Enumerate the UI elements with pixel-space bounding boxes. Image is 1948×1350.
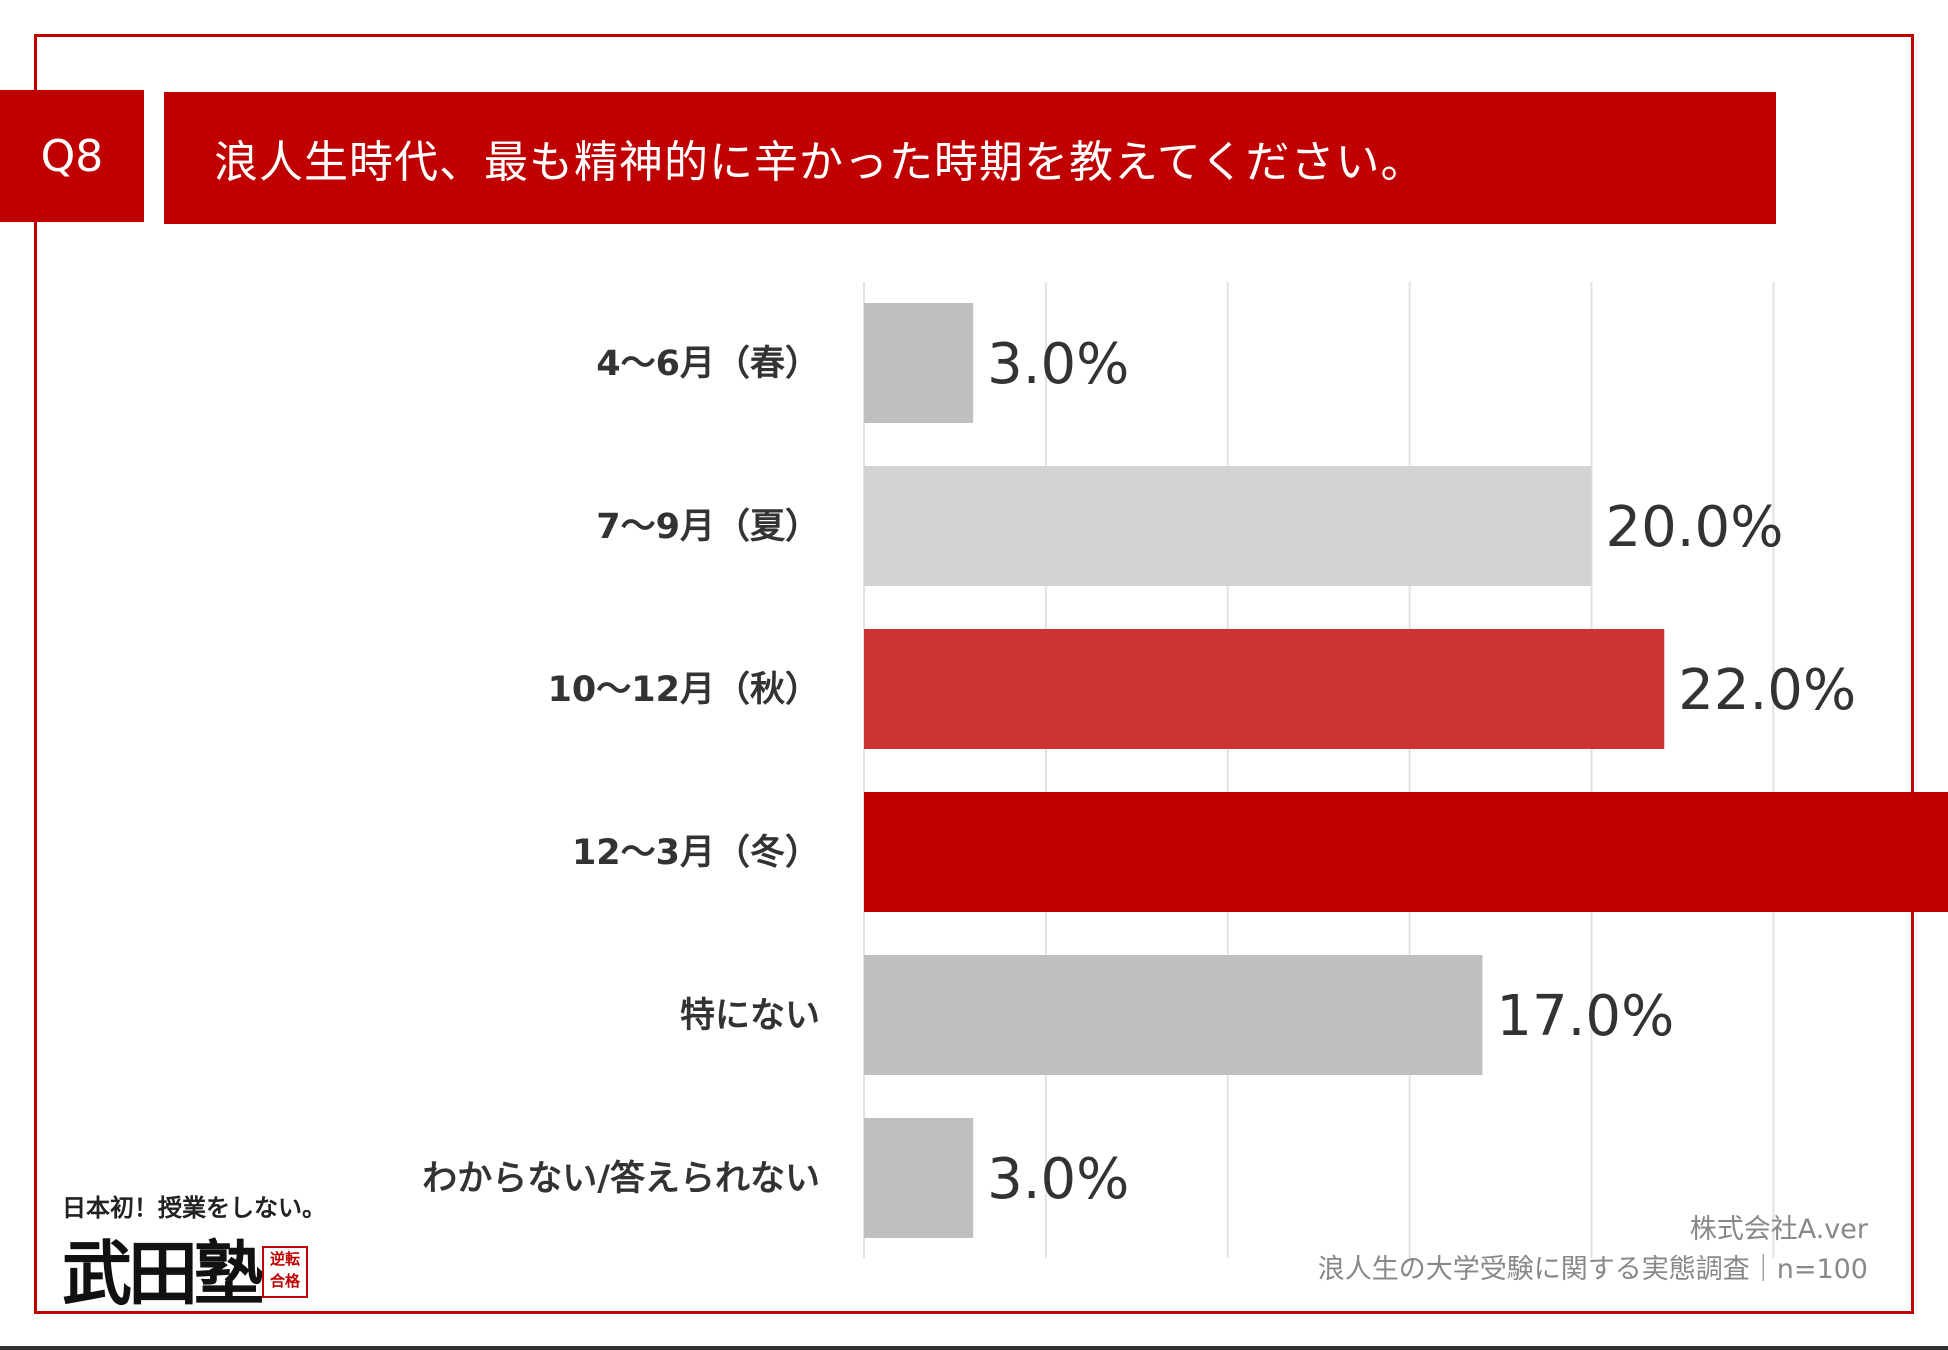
brand-tagline: 日本初！授業をしない。 [62, 1193, 326, 1222]
bottom-rule [0, 1346, 1948, 1350]
chart-frame [34, 34, 1914, 1314]
bar-4 [864, 955, 1483, 1075]
category-label-3: 12〜3月（冬） [572, 833, 820, 873]
category-label-2: 10〜12月（秋） [548, 670, 820, 710]
bar-2 [864, 629, 1665, 749]
chart-category-labels: 4〜6月（春） 7〜9月（夏） 10〜12月（秋） 12〜3月（冬） 特にないわからない… [422, 344, 820, 1199]
source-survey: 浪人生の大学受験に関する実態調査｜n=100 [1317, 1254, 1868, 1285]
bar-1 [864, 466, 1592, 586]
category-label-4: 特にない [680, 996, 820, 1036]
category-label-5: わからない/答えられない [422, 1159, 820, 1199]
source-note: 株式会社A.ver 浪人生の大学受験に関する実態調査｜n=100 [1318, 1210, 1868, 1290]
brand-seal: 逆転合格 [262, 1246, 308, 1298]
chart-grid [863, 282, 1775, 1258]
brand-logo: 日本初！授業をしない。 武田塾 逆転合格 [62, 1188, 326, 1315]
value-label-5: 3.0% [987, 1147, 1129, 1212]
source-company: 株式会社A.ver [1689, 1214, 1868, 1245]
value-label-1: 20.0% [1606, 495, 1784, 560]
bar-3 [864, 792, 1948, 912]
question-title: 浪人生時代、最も精神的に辛かった時期を教えてください。 [164, 92, 1776, 224]
question-badge: Q8 [0, 90, 144, 222]
category-label-1: 7〜9月（夏） [596, 507, 820, 547]
value-label-2: 22.0% [1678, 658, 1856, 723]
brand-name: 武田塾 [62, 1232, 264, 1315]
bar-0 [864, 303, 974, 423]
value-label-0: 3.0% [987, 332, 1129, 397]
chart-bars [864, 303, 1948, 1238]
category-label-0: 4〜6月（春） [596, 344, 820, 384]
value-label-4: 17.0% [1496, 984, 1674, 1049]
bar-5 [864, 1118, 974, 1238]
chart-value-labels: 3.0%20.0%22.0%35.0%17.0%3.0% [987, 332, 1856, 1212]
